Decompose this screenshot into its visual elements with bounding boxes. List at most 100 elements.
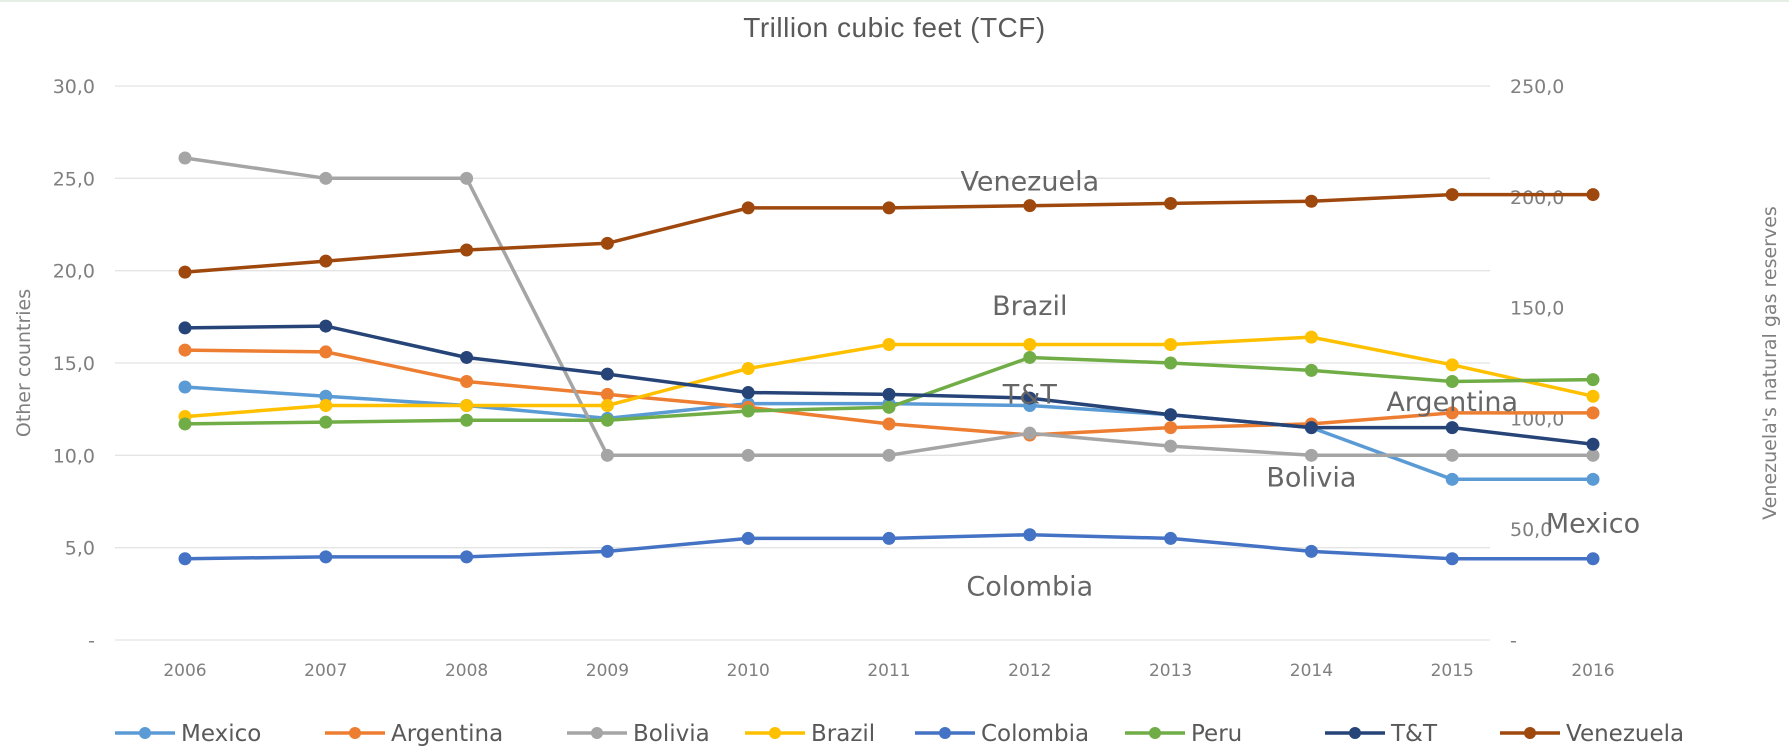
data-point xyxy=(319,345,333,359)
data-point xyxy=(882,387,896,401)
legend-item-peru: Peru xyxy=(1125,721,1242,747)
data-point xyxy=(460,171,474,185)
y2-tick-label: 50,0 xyxy=(1510,519,1552,541)
series-annotations: Venezuela Brazil T&T Argentina Bolivia Mexico… xyxy=(960,166,1640,602)
data-point xyxy=(1023,350,1037,364)
y-axis-label: Other countries xyxy=(13,289,35,437)
data-point xyxy=(1586,373,1600,387)
data-point xyxy=(741,531,755,545)
data-point xyxy=(1164,196,1178,210)
data-point xyxy=(460,413,474,427)
data-point xyxy=(460,398,474,412)
y-tick-label: 30,0 xyxy=(53,76,95,98)
data-point xyxy=(1164,439,1178,453)
data-point xyxy=(178,552,192,566)
data-point xyxy=(1164,356,1178,370)
legend: Mexico Argentina Bolivia Brazil Colombia Peru… xyxy=(115,721,1684,747)
data-point xyxy=(1445,552,1459,566)
data-point xyxy=(1586,188,1600,202)
data-point xyxy=(882,417,896,431)
y-tick-label: 25,0 xyxy=(53,168,95,190)
data-point xyxy=(319,171,333,185)
legend-swatch-marker xyxy=(1524,727,1536,739)
legend-item-bolivia: Bolivia xyxy=(567,721,710,747)
x-tick-label: 2015 xyxy=(1431,661,1474,681)
data-point xyxy=(741,404,755,418)
data-point xyxy=(178,265,192,279)
data-point xyxy=(319,254,333,268)
y-tick-label: 15,0 xyxy=(53,353,95,375)
legend-item-argentina: Argentina xyxy=(325,721,503,747)
data-point xyxy=(882,448,896,462)
y2-tick-label: 200,0 xyxy=(1510,187,1564,209)
annotation-bolivia: Bolivia xyxy=(1266,462,1356,493)
legend-label: Colombia xyxy=(981,721,1089,747)
series-tandt xyxy=(178,319,1600,451)
legend-swatch-marker xyxy=(1149,727,1161,739)
data-point xyxy=(319,415,333,429)
data-point xyxy=(460,550,474,564)
data-point xyxy=(178,417,192,431)
data-point xyxy=(1586,552,1600,566)
data-point xyxy=(1586,448,1600,462)
x-tick-label: 2008 xyxy=(445,661,488,681)
legend-swatch-marker xyxy=(349,727,361,739)
legend-label: Peru xyxy=(1191,721,1242,747)
data-point xyxy=(1164,408,1178,422)
y-tick-label: 5,0 xyxy=(65,538,95,560)
y-tick-label: 20,0 xyxy=(53,261,95,283)
data-point xyxy=(741,386,755,400)
x-tick-label: 2014 xyxy=(1290,661,1333,681)
x-tick-label: 2012 xyxy=(1008,661,1051,681)
data-point xyxy=(1023,528,1037,542)
data-point xyxy=(1304,448,1318,462)
data-point xyxy=(319,398,333,412)
x-tick-label: 2011 xyxy=(867,661,910,681)
data-point xyxy=(882,201,896,215)
data-point xyxy=(319,319,333,333)
y2-tick-label: 250,0 xyxy=(1510,76,1564,98)
data-point xyxy=(1304,194,1318,208)
data-point xyxy=(1164,421,1178,435)
legend-swatch-marker xyxy=(591,727,603,739)
data-point xyxy=(600,544,614,558)
data-point xyxy=(741,448,755,462)
y2-tick-label: 150,0 xyxy=(1510,298,1564,320)
data-point xyxy=(1164,531,1178,545)
data-point xyxy=(741,201,755,215)
y-tick-label: - xyxy=(88,630,95,652)
data-point xyxy=(1304,544,1318,558)
annotation-venezuela: Venezuela xyxy=(960,166,1099,197)
data-point xyxy=(1023,391,1037,405)
legend-item-colombia: Colombia xyxy=(915,721,1089,747)
series-lines xyxy=(178,151,1600,566)
data-point xyxy=(1445,358,1459,372)
annotation-argentina: Argentina xyxy=(1386,387,1518,418)
data-point xyxy=(882,400,896,414)
data-point xyxy=(460,350,474,364)
data-point xyxy=(1586,472,1600,486)
data-point xyxy=(882,338,896,352)
data-point xyxy=(600,367,614,381)
data-point xyxy=(1023,338,1037,352)
data-point xyxy=(600,398,614,412)
data-point xyxy=(178,151,192,165)
data-point xyxy=(1304,363,1318,377)
annotation-mexico: Mexico xyxy=(1546,509,1640,540)
data-point xyxy=(1445,472,1459,486)
y2-tick-label: - xyxy=(1510,630,1517,652)
series-venezuela xyxy=(178,188,1600,279)
legend-label: Brazil xyxy=(811,721,875,747)
legend-item-brazil: Brazil xyxy=(745,721,875,747)
series-colombia xyxy=(178,528,1600,566)
data-point xyxy=(1586,389,1600,403)
legend-label: Venezuela xyxy=(1566,721,1684,747)
data-point xyxy=(741,362,755,376)
series-brazil xyxy=(178,330,1600,424)
data-point xyxy=(882,531,896,545)
legend-swatch-marker xyxy=(939,727,951,739)
y2-axis-label: Venezuela's natural gas reserves xyxy=(1759,206,1781,520)
annotation-tandt: T&T xyxy=(1002,379,1058,410)
data-point xyxy=(1304,330,1318,344)
